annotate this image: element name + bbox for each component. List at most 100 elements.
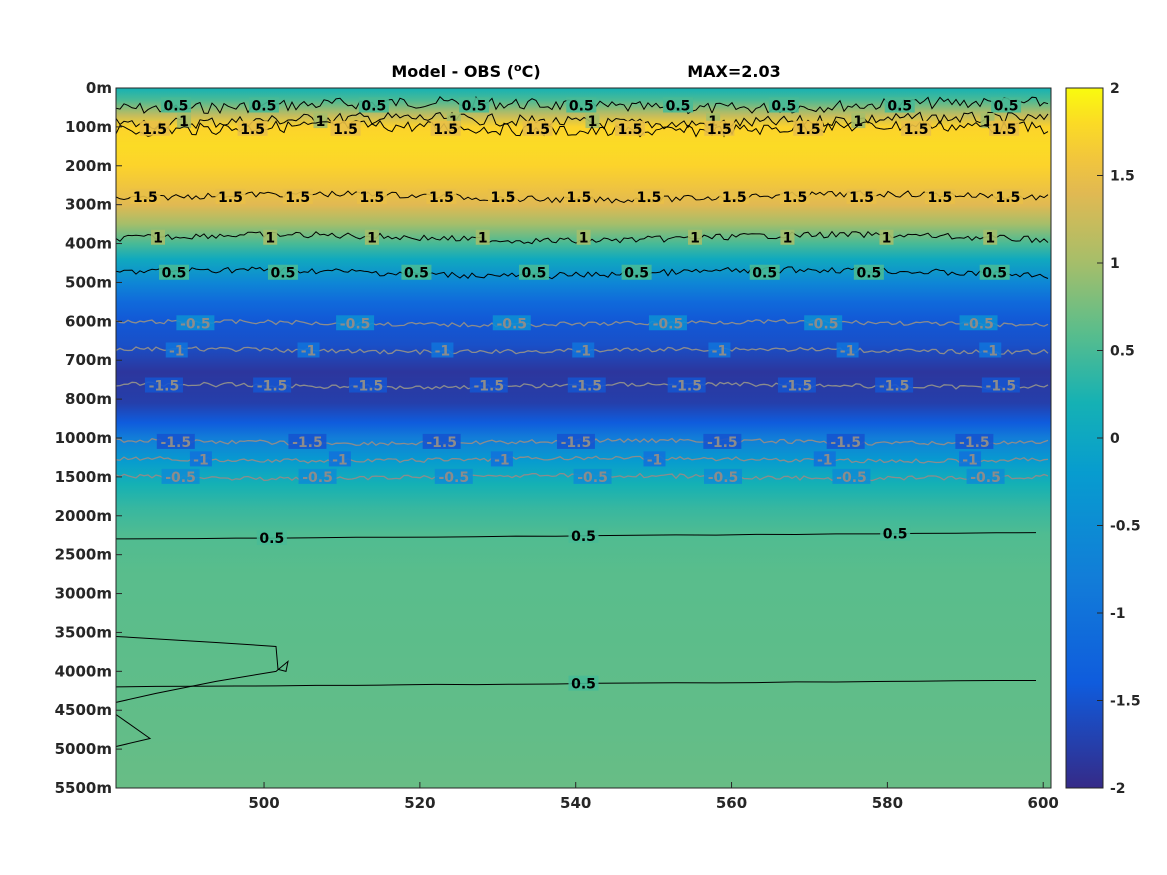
contour-label-bg: [667, 377, 706, 393]
y-tick-label: 2000m: [55, 507, 112, 525]
contour-label-bg: [426, 188, 457, 204]
contour-label-bg: [779, 188, 810, 204]
y-tick-label: 500m: [65, 273, 112, 291]
colorbar: [1065, 87, 1104, 789]
contour-label: 1.5: [142, 122, 167, 138]
contour-label: -1.5: [879, 379, 910, 395]
contour-label-bg: [959, 315, 998, 331]
contour-label: -1: [193, 452, 209, 468]
contour-label: 0.5: [404, 266, 429, 282]
contour-label-bg: [297, 342, 320, 358]
contour-label: 1: [153, 231, 163, 247]
y-tick-label: 700m: [65, 351, 112, 369]
x-tick-label: 500: [248, 794, 279, 812]
contour-label-bg: [282, 188, 313, 204]
contour-label: 1.5: [491, 190, 516, 206]
contour-label-bg: [708, 342, 731, 358]
contour-label-bg: [356, 188, 387, 204]
contour-label-bg: [459, 97, 490, 113]
x-tick-label: 560: [716, 794, 747, 812]
contour-label: 0.5: [271, 266, 296, 282]
contour-label-bg: [585, 113, 600, 129]
contour-label: 0.5: [162, 266, 187, 282]
contour-label-bg: [475, 229, 490, 245]
contour-label-bg: [884, 97, 915, 113]
plot-area: 0.50.50.50.50.50.50.50.50.511111111.51.5…: [116, 88, 1051, 788]
contour-label: 0.5: [361, 99, 386, 115]
colorbar-ticks: 2 1.5 1 0.5 0 -0.5 -1 -1.5 -2: [1097, 81, 1141, 797]
contour-label: 1.5: [618, 122, 643, 138]
contour-label-bg: [879, 229, 894, 245]
contour-label-bg: [161, 468, 200, 484]
contour-label: 1.5: [722, 190, 747, 206]
contour-label: -1.5: [561, 435, 592, 451]
x-tick-label: 580: [872, 794, 903, 812]
contour-label-bg: [615, 120, 646, 136]
contour-label: 0.5: [571, 677, 596, 693]
contour-label-bg: [924, 188, 955, 204]
colorbar-tick-label: 1.5: [1110, 169, 1135, 185]
contour-label: -1: [712, 344, 728, 360]
contour-label: -1: [494, 452, 510, 468]
contour-line: [116, 319, 1049, 328]
contour-label-bg: [144, 377, 183, 393]
contour-label: 1.5: [133, 190, 158, 206]
contour-label: -1.5: [830, 435, 861, 451]
contour-label: -1.5: [257, 379, 288, 395]
contour-label: 1.5: [333, 122, 358, 138]
contour-label-bg: [853, 264, 884, 280]
x-tick-label: 520: [404, 794, 435, 812]
contour-label-bg: [851, 113, 866, 129]
contour-label-bg: [576, 229, 591, 245]
contour-label: -1.5: [707, 435, 738, 451]
contour-label-bg: [777, 377, 816, 393]
contour-label: -1: [575, 344, 591, 360]
contour-label: -1.5: [292, 435, 323, 451]
contour-label: -0.5: [653, 316, 684, 332]
contour-label: 1.5: [796, 122, 821, 138]
contour-label: 1.5: [359, 190, 384, 206]
contour-label: -1.5: [671, 379, 702, 395]
colorbar-tick-label: 1: [1110, 256, 1120, 272]
contour-label: -0.5: [970, 470, 1001, 486]
y-tick-label: 400m: [65, 235, 112, 253]
contour-label: 0.5: [856, 266, 881, 282]
contour-label: 0.5: [883, 527, 908, 543]
contour-label: 1.5: [782, 190, 807, 206]
contour-label-bg: [572, 342, 595, 358]
y-tick-label: 4500m: [55, 701, 112, 719]
contour-label: 1: [983, 114, 993, 130]
contour-label-bg: [983, 229, 998, 245]
contour-label-bg: [804, 315, 843, 331]
chart-max-label: MAX=2.03: [687, 62, 781, 81]
contour-label: -0.5: [808, 316, 839, 332]
contour-label-bg: [492, 315, 531, 331]
y-tick-label: 2500m: [55, 546, 112, 564]
contour-label-bg: [992, 188, 1023, 204]
contour-label-bg: [364, 229, 379, 245]
contour-label: 0.5: [887, 99, 912, 115]
contour-label-bg: [150, 229, 165, 245]
contour-line: [116, 120, 1049, 138]
contour-label-bg: [832, 468, 871, 484]
bottom-contour: [116, 635, 289, 747]
contour-label-bg: [901, 120, 932, 136]
contour-label-bg: [160, 97, 191, 113]
contour-label-bg: [422, 433, 461, 449]
contour-label: 0.5: [462, 99, 487, 115]
contour-label: -1: [817, 452, 833, 468]
contour-label: 0.5: [259, 531, 284, 547]
contour-label: -1.5: [473, 379, 504, 395]
contour-label: 1: [367, 231, 377, 247]
contour-label-bg: [875, 377, 914, 393]
contour-label: 0.5: [994, 99, 1019, 115]
contour-label-bg: [643, 451, 666, 467]
contour-label: -1: [647, 452, 663, 468]
contour-label-bg: [431, 342, 454, 358]
contour-label: 1: [265, 231, 275, 247]
contour-line: [116, 455, 1049, 464]
contour-label: -0.5: [180, 316, 211, 332]
contour-label-bg: [215, 188, 246, 204]
contour-label-bg: [434, 468, 473, 484]
